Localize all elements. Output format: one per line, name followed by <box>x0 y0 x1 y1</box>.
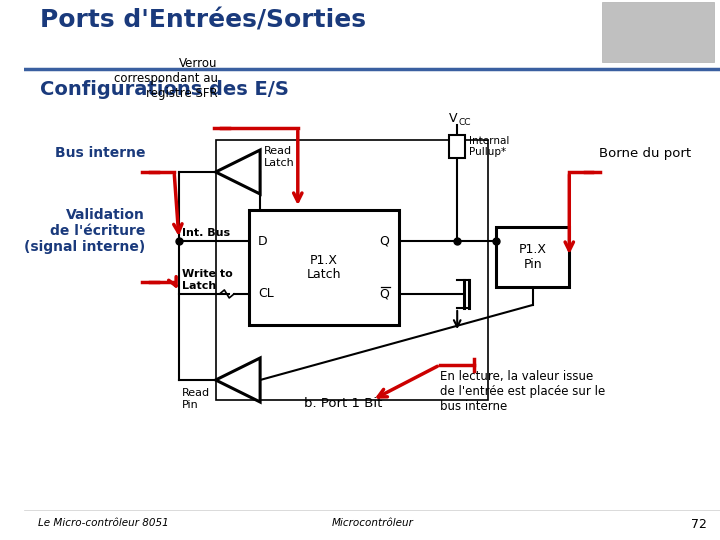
Text: Q: Q <box>379 234 390 247</box>
Text: CL: CL <box>258 287 274 300</box>
Polygon shape <box>216 358 260 402</box>
Text: P1.X
Latch: P1.X Latch <box>307 253 341 281</box>
Text: V: V <box>449 112 457 125</box>
Text: P1.X
Pin: P1.X Pin <box>518 243 546 271</box>
Text: En lecture, la valeur issue
de l'entrée est placée sur le
bus interne: En lecture, la valeur issue de l'entrée … <box>440 370 605 413</box>
Text: Read
Pin: Read Pin <box>182 388 210 410</box>
Text: Read
Latch: Read Latch <box>264 146 294 168</box>
Bar <box>496 227 570 287</box>
Text: Borne du port: Borne du port <box>599 147 691 160</box>
Text: Bus interne: Bus interne <box>55 146 145 160</box>
Text: D: D <box>258 234 268 247</box>
Text: Le Micro-contrôleur 8051: Le Micro-contrôleur 8051 <box>38 518 168 528</box>
Text: Q: Q <box>379 287 390 300</box>
Bar <box>449 135 465 158</box>
Text: Internal
Pullup*: Internal Pullup* <box>469 136 509 157</box>
Text: Verrou
correspondant au
registre SFR: Verrou correspondant au registre SFR <box>114 57 217 100</box>
Bar <box>248 210 399 325</box>
Polygon shape <box>216 150 260 194</box>
Text: Write to
Latch: Write to Latch <box>182 269 233 291</box>
Text: Microcontrôleur: Microcontrôleur <box>331 518 413 528</box>
Text: 72: 72 <box>690 518 706 531</box>
Bar <box>602 2 714 62</box>
Text: Validation
de l'écriture
(signal interne): Validation de l'écriture (signal interne… <box>24 207 145 254</box>
Text: b. Port 1 Bit: b. Port 1 Bit <box>304 397 382 410</box>
Text: Configurations des E/S: Configurations des E/S <box>40 80 289 99</box>
Text: Int. Bus: Int. Bus <box>182 228 230 238</box>
Text: Ports d'Entrées/Sorties: Ports d'Entrées/Sorties <box>40 8 366 32</box>
Text: CC: CC <box>458 118 471 127</box>
Bar <box>216 140 488 400</box>
